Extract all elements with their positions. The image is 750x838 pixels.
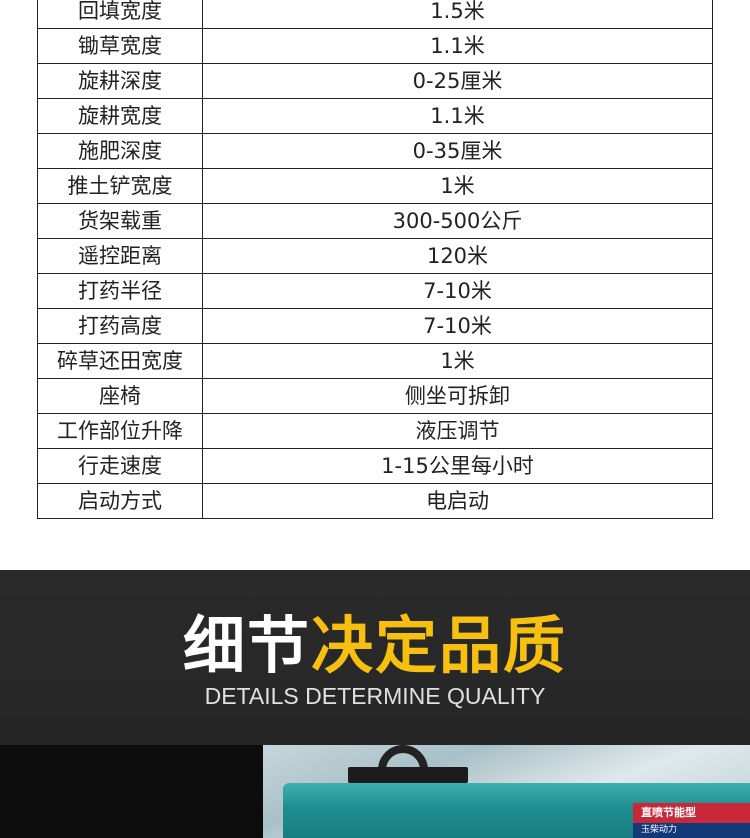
- spec-name: 回填宽度: [37, 0, 203, 29]
- banner-title: 细节决定品质: [0, 614, 750, 678]
- spec-name: 货架载重: [37, 203, 203, 239]
- banner-subtitle: DETAILS DETERMINE QUALITY: [204, 683, 546, 709]
- spec-row: 行走速度 1-15公里每小时: [37, 448, 713, 484]
- spec-value: 0-35厘米: [202, 133, 713, 169]
- spec-name: 锄草宽度: [37, 28, 203, 64]
- spec-name: 推土铲宽度: [37, 168, 203, 204]
- spec-name: 遥控距离: [37, 238, 203, 274]
- spec-value: 1.5米: [202, 0, 713, 29]
- spec-row: 工作部位升降 液压调节: [37, 413, 713, 449]
- spec-row: 启动方式 电启动: [37, 483, 713, 519]
- title-yellow: 决定品质: [311, 609, 568, 682]
- spec-value: 侧坐可拆卸: [202, 378, 713, 414]
- title-white: 细节: [182, 609, 311, 682]
- spec-value: 120米: [202, 238, 713, 274]
- spec-value: 液压调节: [202, 413, 713, 449]
- details-banner: 细节决定品质 DETAILS DETERMINE QUALITY: [0, 570, 750, 745]
- spec-table: 回填宽度 1.5米 锄草宽度 1.1米 旋耕深度 0-25厘米 旋耕宽度 1.1米 施肥深度 0-…: [37, 0, 713, 519]
- spec-row: 打药高度 7-10米: [37, 308, 713, 344]
- spec-row: 旋耕深度 0-25厘米: [37, 63, 713, 99]
- engine-photo: 直喷节能型 玉柴动力: [263, 745, 750, 838]
- spec-value: 300-500公斤: [202, 203, 713, 239]
- spec-row: 碎草还田宽度 1米: [37, 343, 713, 379]
- spec-name: 启动方式: [37, 483, 203, 519]
- spec-row: 遥控距离 120米: [37, 238, 713, 274]
- label-line1: 直喷节能型: [641, 806, 696, 819]
- spec-name: 旋耕深度: [37, 63, 203, 99]
- spec-value: 0-25厘米: [202, 63, 713, 99]
- spec-name: 碎草还田宽度: [37, 343, 203, 379]
- spec-row: 锄草宽度 1.1米: [37, 28, 713, 64]
- engine-label: 直喷节能型 玉柴动力: [633, 803, 750, 838]
- spec-row: 打药半径 7-10米: [37, 273, 713, 309]
- spec-name: 行走速度: [37, 448, 203, 484]
- spec-value: 1米: [202, 343, 713, 379]
- label-line2: 玉柴动力: [633, 823, 750, 838]
- tank-cap: [348, 767, 468, 783]
- spec-value: 1米: [202, 168, 713, 204]
- spec-name: 打药高度: [37, 308, 203, 344]
- spec-value: 电启动: [202, 483, 713, 519]
- spec-name: 打药半径: [37, 273, 203, 309]
- spec-row: 货架载重 300-500公斤: [37, 203, 713, 239]
- spec-value: 7-10米: [202, 308, 713, 344]
- spec-row: 旋耕宽度 1.1米: [37, 98, 713, 134]
- spec-row: 施肥深度 0-35厘米: [37, 133, 713, 169]
- spec-value: 7-10米: [202, 273, 713, 309]
- spec-row: 推土铲宽度 1米: [37, 168, 713, 204]
- spec-value: 1.1米: [202, 28, 713, 64]
- spec-value: 1-15公里每小时: [202, 448, 713, 484]
- spec-row: 回填宽度 1.5米: [37, 0, 713, 29]
- tank-handle: [378, 745, 428, 773]
- product-photo-area: 直喷节能型 玉柴动力: [0, 745, 750, 838]
- spec-value: 1.1米: [202, 98, 713, 134]
- spec-name: 座椅: [37, 378, 203, 414]
- spec-name: 旋耕宽度: [37, 98, 203, 134]
- spec-name: 工作部位升降: [37, 413, 203, 449]
- spec-name: 施肥深度: [37, 133, 203, 169]
- spec-row: 座椅 侧坐可拆卸: [37, 378, 713, 414]
